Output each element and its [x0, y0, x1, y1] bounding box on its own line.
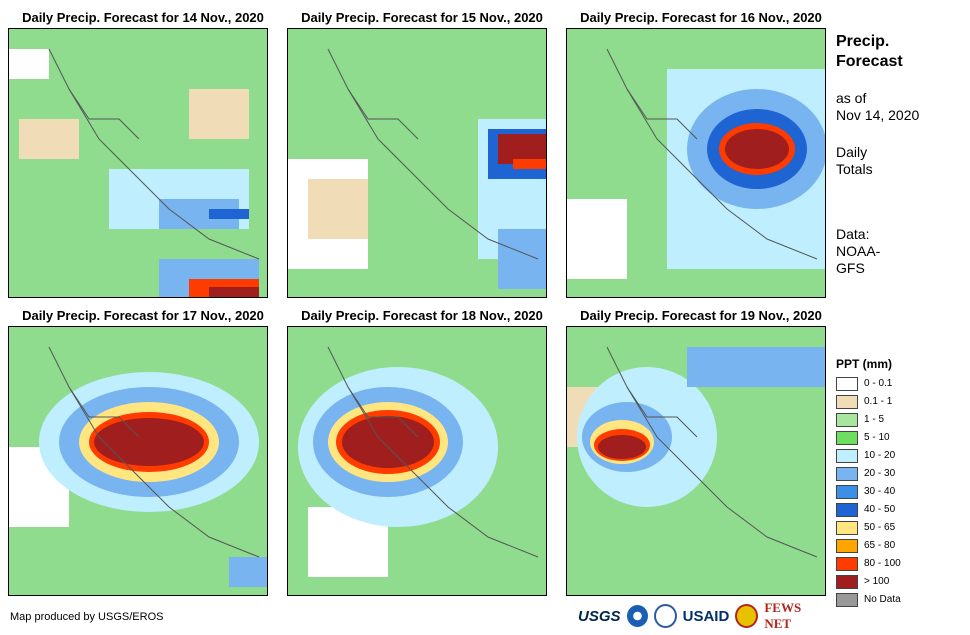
map-panel-18: Daily Precip. Forecast for 18 Nov., 2020 [287, 308, 557, 598]
map-svg [9, 29, 267, 297]
legend-label: 80 - 100 [864, 558, 901, 569]
map-svg [567, 327, 825, 595]
credit-text: Map produced by USGS/EROS [10, 611, 164, 623]
side-info: Precip. Forecast as of Nov 14, 2020 Dail… [836, 32, 966, 277]
precip-map [287, 28, 547, 298]
legend-swatch [836, 412, 858, 427]
map-panel-15: Daily Precip. Forecast for 15 Nov., 2020 [287, 10, 557, 300]
data-line2: NOAA- [836, 243, 881, 259]
legend-row: 10 - 20 [836, 447, 966, 464]
legend-label: No Data [864, 594, 901, 605]
legend-row: 0.1 - 1 [836, 393, 966, 410]
legend-row: 0 - 0.1 [836, 375, 966, 392]
totals-line2: Totals [836, 161, 873, 177]
map-panel-14: Daily Precip. Forecast for 14 Nov., 2020 [8, 10, 278, 300]
panel-title: Daily Precip. Forecast for 16 Nov., 2020 [580, 10, 822, 25]
data-line1: Data: [836, 226, 870, 242]
side-title-line2: Forecast [836, 53, 903, 70]
totals-line1: Daily [836, 144, 868, 160]
map-panel-16: Daily Precip. Forecast for 16 Nov., 2020 [566, 10, 836, 300]
nasa-logo-icon [653, 604, 677, 628]
legend-label: > 100 [864, 576, 890, 587]
legend-label: 0 - 0.1 [864, 378, 893, 389]
asof-line2: Nov 14, 2020 [836, 107, 920, 123]
map-svg [567, 29, 825, 297]
precip-map [287, 326, 547, 596]
panel-title: Daily Precip. Forecast for 19 Nov., 2020 [580, 308, 822, 323]
legend-row: 50 - 65 [836, 519, 966, 536]
legend-swatch [836, 394, 858, 409]
precip-map [8, 28, 268, 298]
legend-row: 30 - 40 [836, 483, 966, 500]
legend-label: 40 - 50 [864, 504, 896, 515]
precip-map [566, 28, 826, 298]
legend-swatch [836, 376, 858, 391]
legend-swatch [836, 448, 858, 463]
legend-title: PPT (mm) [836, 357, 893, 371]
legend: PPT (mm) 0 - 0.1 0.1 - 1 1 - 5 5 - 10 10 - 2… [836, 356, 966, 609]
legend-label: 20 - 30 [864, 468, 896, 479]
side-title-line1: Precip. [836, 33, 890, 50]
map-panel-17: Daily Precip. Forecast for 17 Nov., 2020 [8, 308, 278, 598]
legend-label: 0.1 - 1 [864, 396, 893, 407]
noaa-logo-icon [626, 605, 648, 627]
legend-row: No Data [836, 591, 966, 608]
legend-row: 40 - 50 [836, 501, 966, 518]
legend-label: 30 - 40 [864, 486, 896, 497]
legend-swatch [836, 556, 858, 571]
usgs-logo: USGS [578, 607, 621, 625]
legend-label: 5 - 10 [864, 432, 890, 443]
legend-label: 1 - 5 [864, 414, 885, 425]
map-svg [288, 29, 546, 297]
legend-swatch [836, 484, 858, 499]
precip-map [8, 326, 268, 596]
legend-row: > 100 [836, 573, 966, 590]
fews-logo: FEWS NET [764, 600, 802, 631]
legend-rows: 0 - 0.1 0.1 - 1 1 - 5 5 - 10 10 - 20 20 - 30 3… [836, 375, 966, 608]
legend-swatch [836, 430, 858, 445]
legend-row: 20 - 30 [836, 465, 966, 482]
legend-row: 65 - 80 [836, 537, 966, 554]
map-svg [288, 327, 546, 595]
legend-label: 10 - 20 [864, 450, 896, 461]
panel-title: Daily Precip. Forecast for 17 Nov., 2020 [22, 308, 264, 323]
legend-row: 80 - 100 [836, 555, 966, 572]
data-line3: GFS [836, 260, 865, 276]
asof-line1: as of [836, 90, 867, 106]
panel-title: Daily Precip. Forecast for 18 Nov., 2020 [301, 308, 543, 323]
legend-swatch [836, 574, 858, 589]
fews-logo-icon [735, 604, 759, 628]
legend-swatch [836, 538, 858, 553]
legend-swatch [836, 520, 858, 535]
legend-label: 50 - 65 [864, 522, 896, 533]
panel-title: Daily Precip. Forecast for 15 Nov., 2020 [301, 10, 543, 25]
usaid-logo: USAID [682, 607, 730, 625]
legend-row: 5 - 10 [836, 429, 966, 446]
legend-swatch [836, 502, 858, 517]
legend-row: 1 - 5 [836, 411, 966, 428]
logo-bar: USGS USAID FEWS NET [578, 600, 828, 631]
legend-swatch [836, 466, 858, 481]
map-panel-19: Daily Precip. Forecast for 19 Nov., 2020 [566, 308, 836, 598]
precip-map [566, 326, 826, 596]
legend-label: 65 - 80 [864, 540, 896, 551]
legend-swatch [836, 592, 858, 607]
panel-title: Daily Precip. Forecast for 14 Nov., 2020 [22, 10, 264, 25]
map-svg [9, 327, 267, 595]
